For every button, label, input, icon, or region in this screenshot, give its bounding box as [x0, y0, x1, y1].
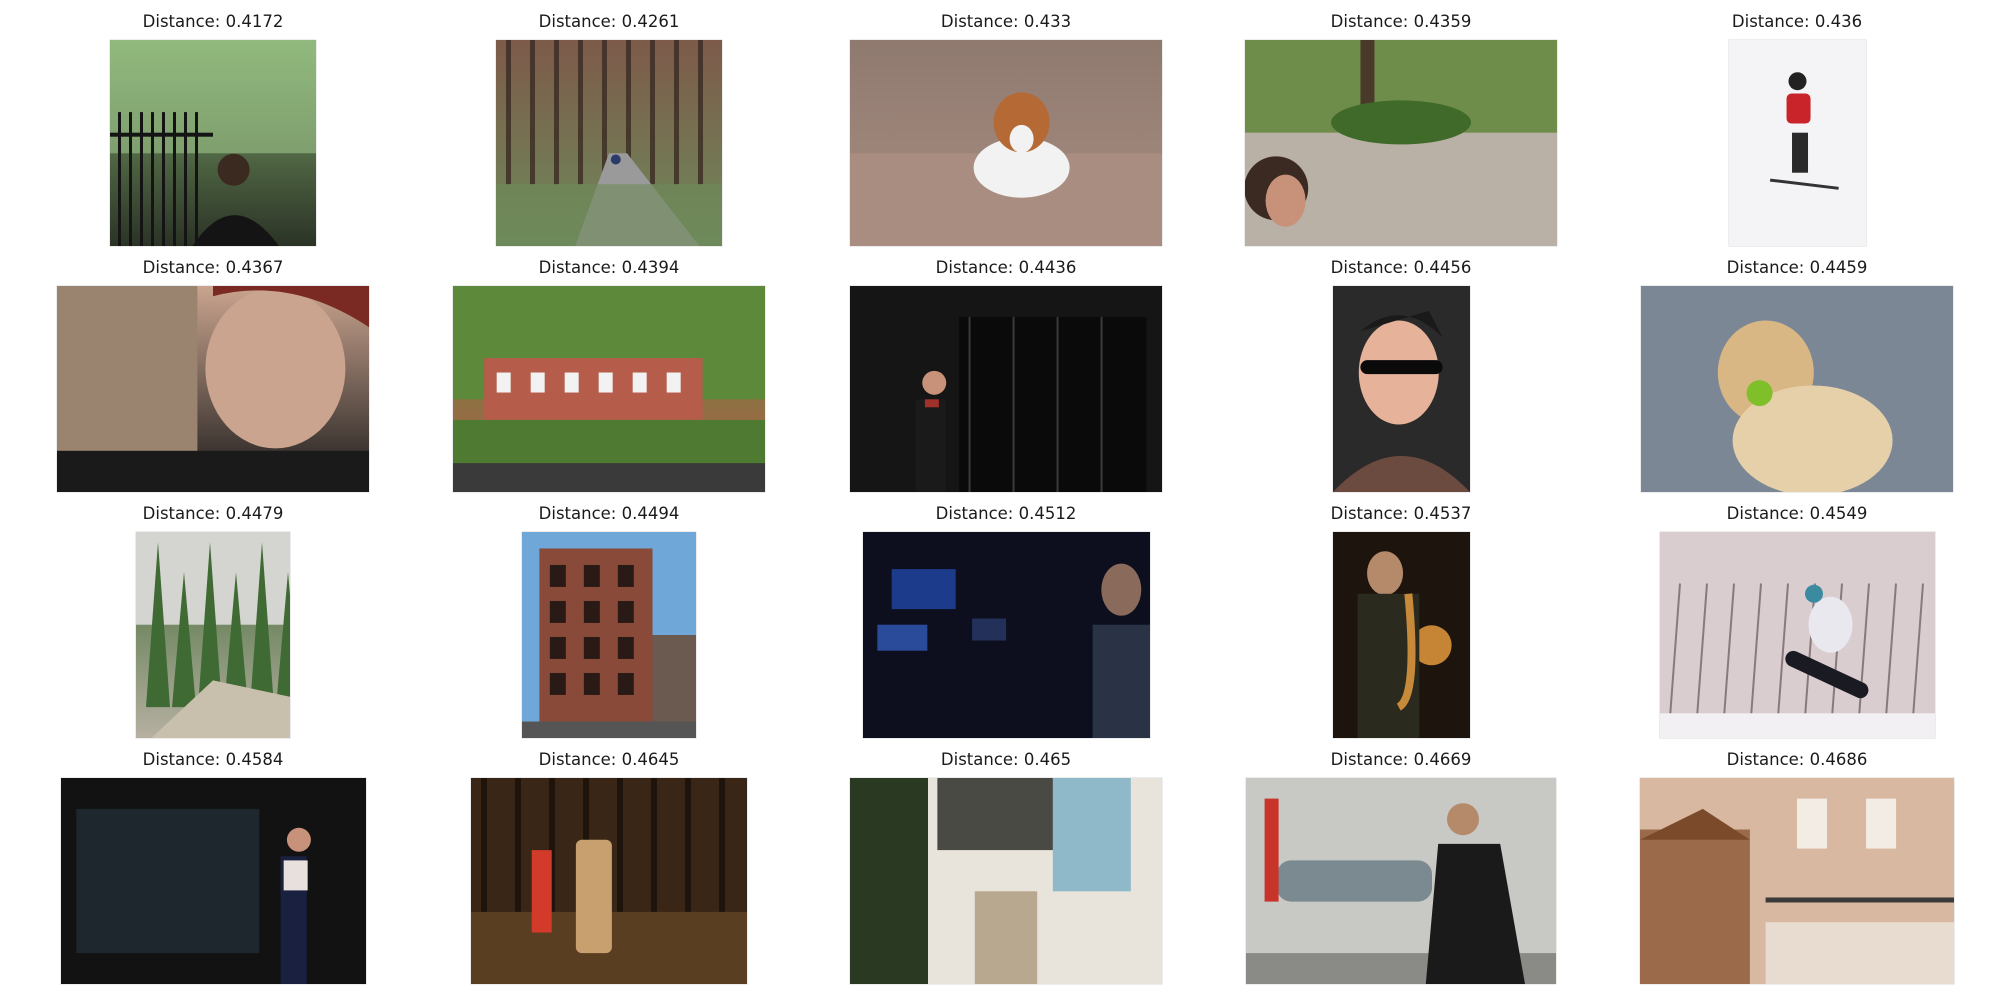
distance-label: Distance: 0.4537 — [1330, 504, 1472, 523]
distance-label: Distance: 0.4172 — [142, 12, 284, 31]
result-image-forest-trail — [136, 532, 290, 738]
result-tile: Distance: 0.436 — [1627, 12, 1967, 246]
distance-label: Distance: 0.4512 — [935, 504, 1077, 523]
distance-label: Distance: 0.4459 — [1726, 258, 1868, 277]
result-image-skier-in-snow — [1728, 40, 1866, 246]
distance-label: Distance: 0.4494 — [538, 504, 680, 523]
result-image-dog-with-ball — [1641, 286, 1953, 492]
result-tile: Distance: 0.4436 — [836, 258, 1176, 492]
result-image-apartment-balcony — [1640, 778, 1954, 984]
result-tile: Distance: 0.4645 — [439, 750, 779, 984]
result-tile: Distance: 0.4494 — [439, 504, 779, 738]
result-image-young-man-portrait — [57, 286, 369, 492]
result-image-brick-building — [522, 532, 696, 738]
result-image-man-by-iron-fence — [110, 40, 316, 246]
result-image-woman-in-doorway — [850, 286, 1162, 492]
result-tile: Distance: 0.433 — [836, 12, 1176, 246]
distance-label: Distance: 0.4686 — [1726, 750, 1868, 769]
distance-label: Distance: 0.433 — [940, 12, 1072, 31]
distance-label: Distance: 0.4359 — [1330, 12, 1472, 31]
distance-label: Distance: 0.4394 — [538, 258, 680, 277]
result-image-campaign-window — [862, 532, 1150, 738]
distance-label: Distance: 0.4669 — [1330, 750, 1472, 769]
distance-label: Distance: 0.4549 — [1726, 504, 1868, 523]
distance-label: Distance: 0.436 — [1731, 12, 1863, 31]
result-tile: Distance: 0.4512 — [836, 504, 1176, 738]
distance-label: Distance: 0.4261 — [538, 12, 680, 31]
result-tile: Distance: 0.4549 — [1627, 504, 1967, 738]
result-tile: Distance: 0.4394 — [439, 258, 779, 492]
result-tile: Distance: 0.465 — [836, 750, 1176, 984]
distance-label: Distance: 0.4456 — [1330, 258, 1472, 277]
result-tile: Distance: 0.4367 — [43, 258, 383, 492]
result-tile: Distance: 0.4359 — [1231, 12, 1571, 246]
distance-label: Distance: 0.465 — [940, 750, 1072, 769]
result-image-boy-in-sunglasses — [1332, 286, 1470, 492]
result-tile: Distance: 0.4172 — [43, 12, 383, 246]
result-tile: Distance: 0.4456 — [1231, 258, 1571, 492]
result-tile: Distance: 0.4686 — [1627, 750, 1967, 984]
result-image-man-in-black-coat — [1246, 778, 1556, 984]
result-image-path-through-woods — [496, 40, 722, 246]
result-image-old-town-street — [850, 778, 1162, 984]
result-image-city-park-crowd — [453, 286, 765, 492]
result-tile: Distance: 0.4584 — [43, 750, 383, 984]
result-image-people-in-autumn-park — [471, 778, 747, 984]
distance-label: Distance: 0.4436 — [935, 258, 1077, 277]
result-image-snowboarder-jump — [1659, 532, 1935, 738]
result-tile: Distance: 0.4479 — [43, 504, 383, 738]
distance-label: Distance: 0.4367 — [142, 258, 284, 277]
result-image-running-dog — [850, 40, 1162, 246]
result-tile: Distance: 0.4261 — [439, 12, 779, 246]
distance-label: Distance: 0.4584 — [142, 750, 284, 769]
distance-label: Distance: 0.4479 — [142, 504, 284, 523]
result-image-park-with-person — [1245, 40, 1557, 246]
result-tile: Distance: 0.4537 — [1231, 504, 1571, 738]
result-tile: Distance: 0.4459 — [1627, 258, 1967, 492]
distance-label: Distance: 0.4645 — [538, 750, 680, 769]
result-image-saxophone-player — [1332, 532, 1470, 738]
result-image-woman-on-street — [60, 778, 366, 984]
result-tile: Distance: 0.4669 — [1231, 750, 1571, 984]
